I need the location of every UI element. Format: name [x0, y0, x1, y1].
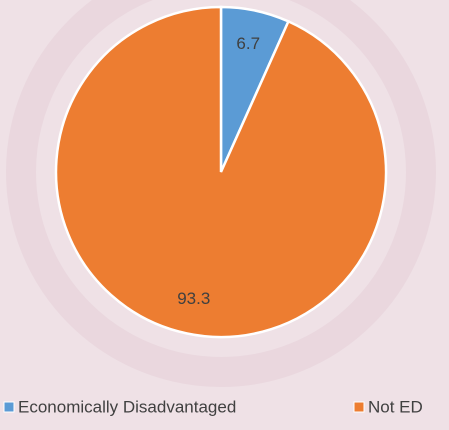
legend-swatch: [3, 401, 15, 413]
legend-swatch: [353, 401, 365, 413]
legend-label: Not ED: [368, 397, 423, 416]
watermark: [6, 0, 436, 387]
data-label: 6.7: [236, 34, 260, 53]
legend-label: Economically Disadvantaged: [18, 397, 236, 416]
plot: 6.7 93.3 Economically Disadvantaged Not ED: [3, 5, 423, 416]
pie-slice: [54, 5, 388, 339]
data-label: 93.3: [177, 289, 210, 308]
